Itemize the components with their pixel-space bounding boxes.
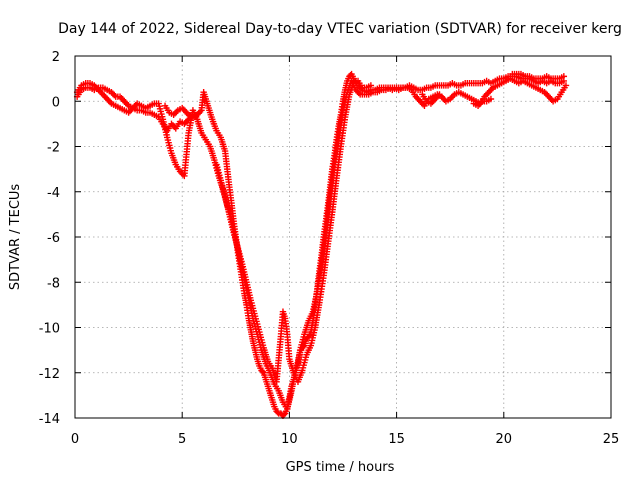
y-tick-label: -12 [39, 367, 60, 382]
data-point [562, 82, 570, 89]
y-tick-label: -14 [39, 412, 60, 427]
x-tick-label: 0 [71, 432, 79, 447]
x-tick-label: 20 [496, 432, 513, 447]
data-point [187, 113, 194, 121]
y-tick-label: -6 [47, 231, 60, 246]
data-point [274, 409, 281, 416]
chart-title: Day 144 of 2022, Sidereal Day-to-day VTE… [58, 21, 622, 37]
x-tick-label: 10 [281, 432, 298, 447]
y-tick-label: 0 [52, 95, 60, 110]
y-axis-label: SDTVAR / TECUs [8, 184, 23, 291]
y-tick-label: -8 [47, 276, 60, 291]
x-axis-label: GPS time / hours [286, 460, 395, 475]
data-point [259, 368, 266, 375]
data-point [367, 82, 375, 89]
data-point [560, 73, 568, 80]
x-tick-label: 15 [388, 432, 405, 447]
y-tick-label: 2 [52, 50, 60, 65]
x-tick-label: 5 [178, 432, 186, 447]
x-tick-label: 25 [603, 432, 620, 447]
data-points [73, 70, 570, 419]
y-tick-labels: -14 -12 -10 -8 -6 -4 -2 0 2 [39, 50, 60, 427]
data-point [436, 91, 443, 98]
y-tick-label: -2 [47, 141, 60, 156]
data-point [280, 411, 288, 418]
plot-frame [74, 55, 612, 419]
x-tick-labels: 0 5 10 15 20 25 [71, 432, 619, 447]
y-tick-label: -10 [39, 322, 60, 337]
y-tick-label: -4 [47, 186, 60, 201]
data-point [487, 95, 495, 103]
